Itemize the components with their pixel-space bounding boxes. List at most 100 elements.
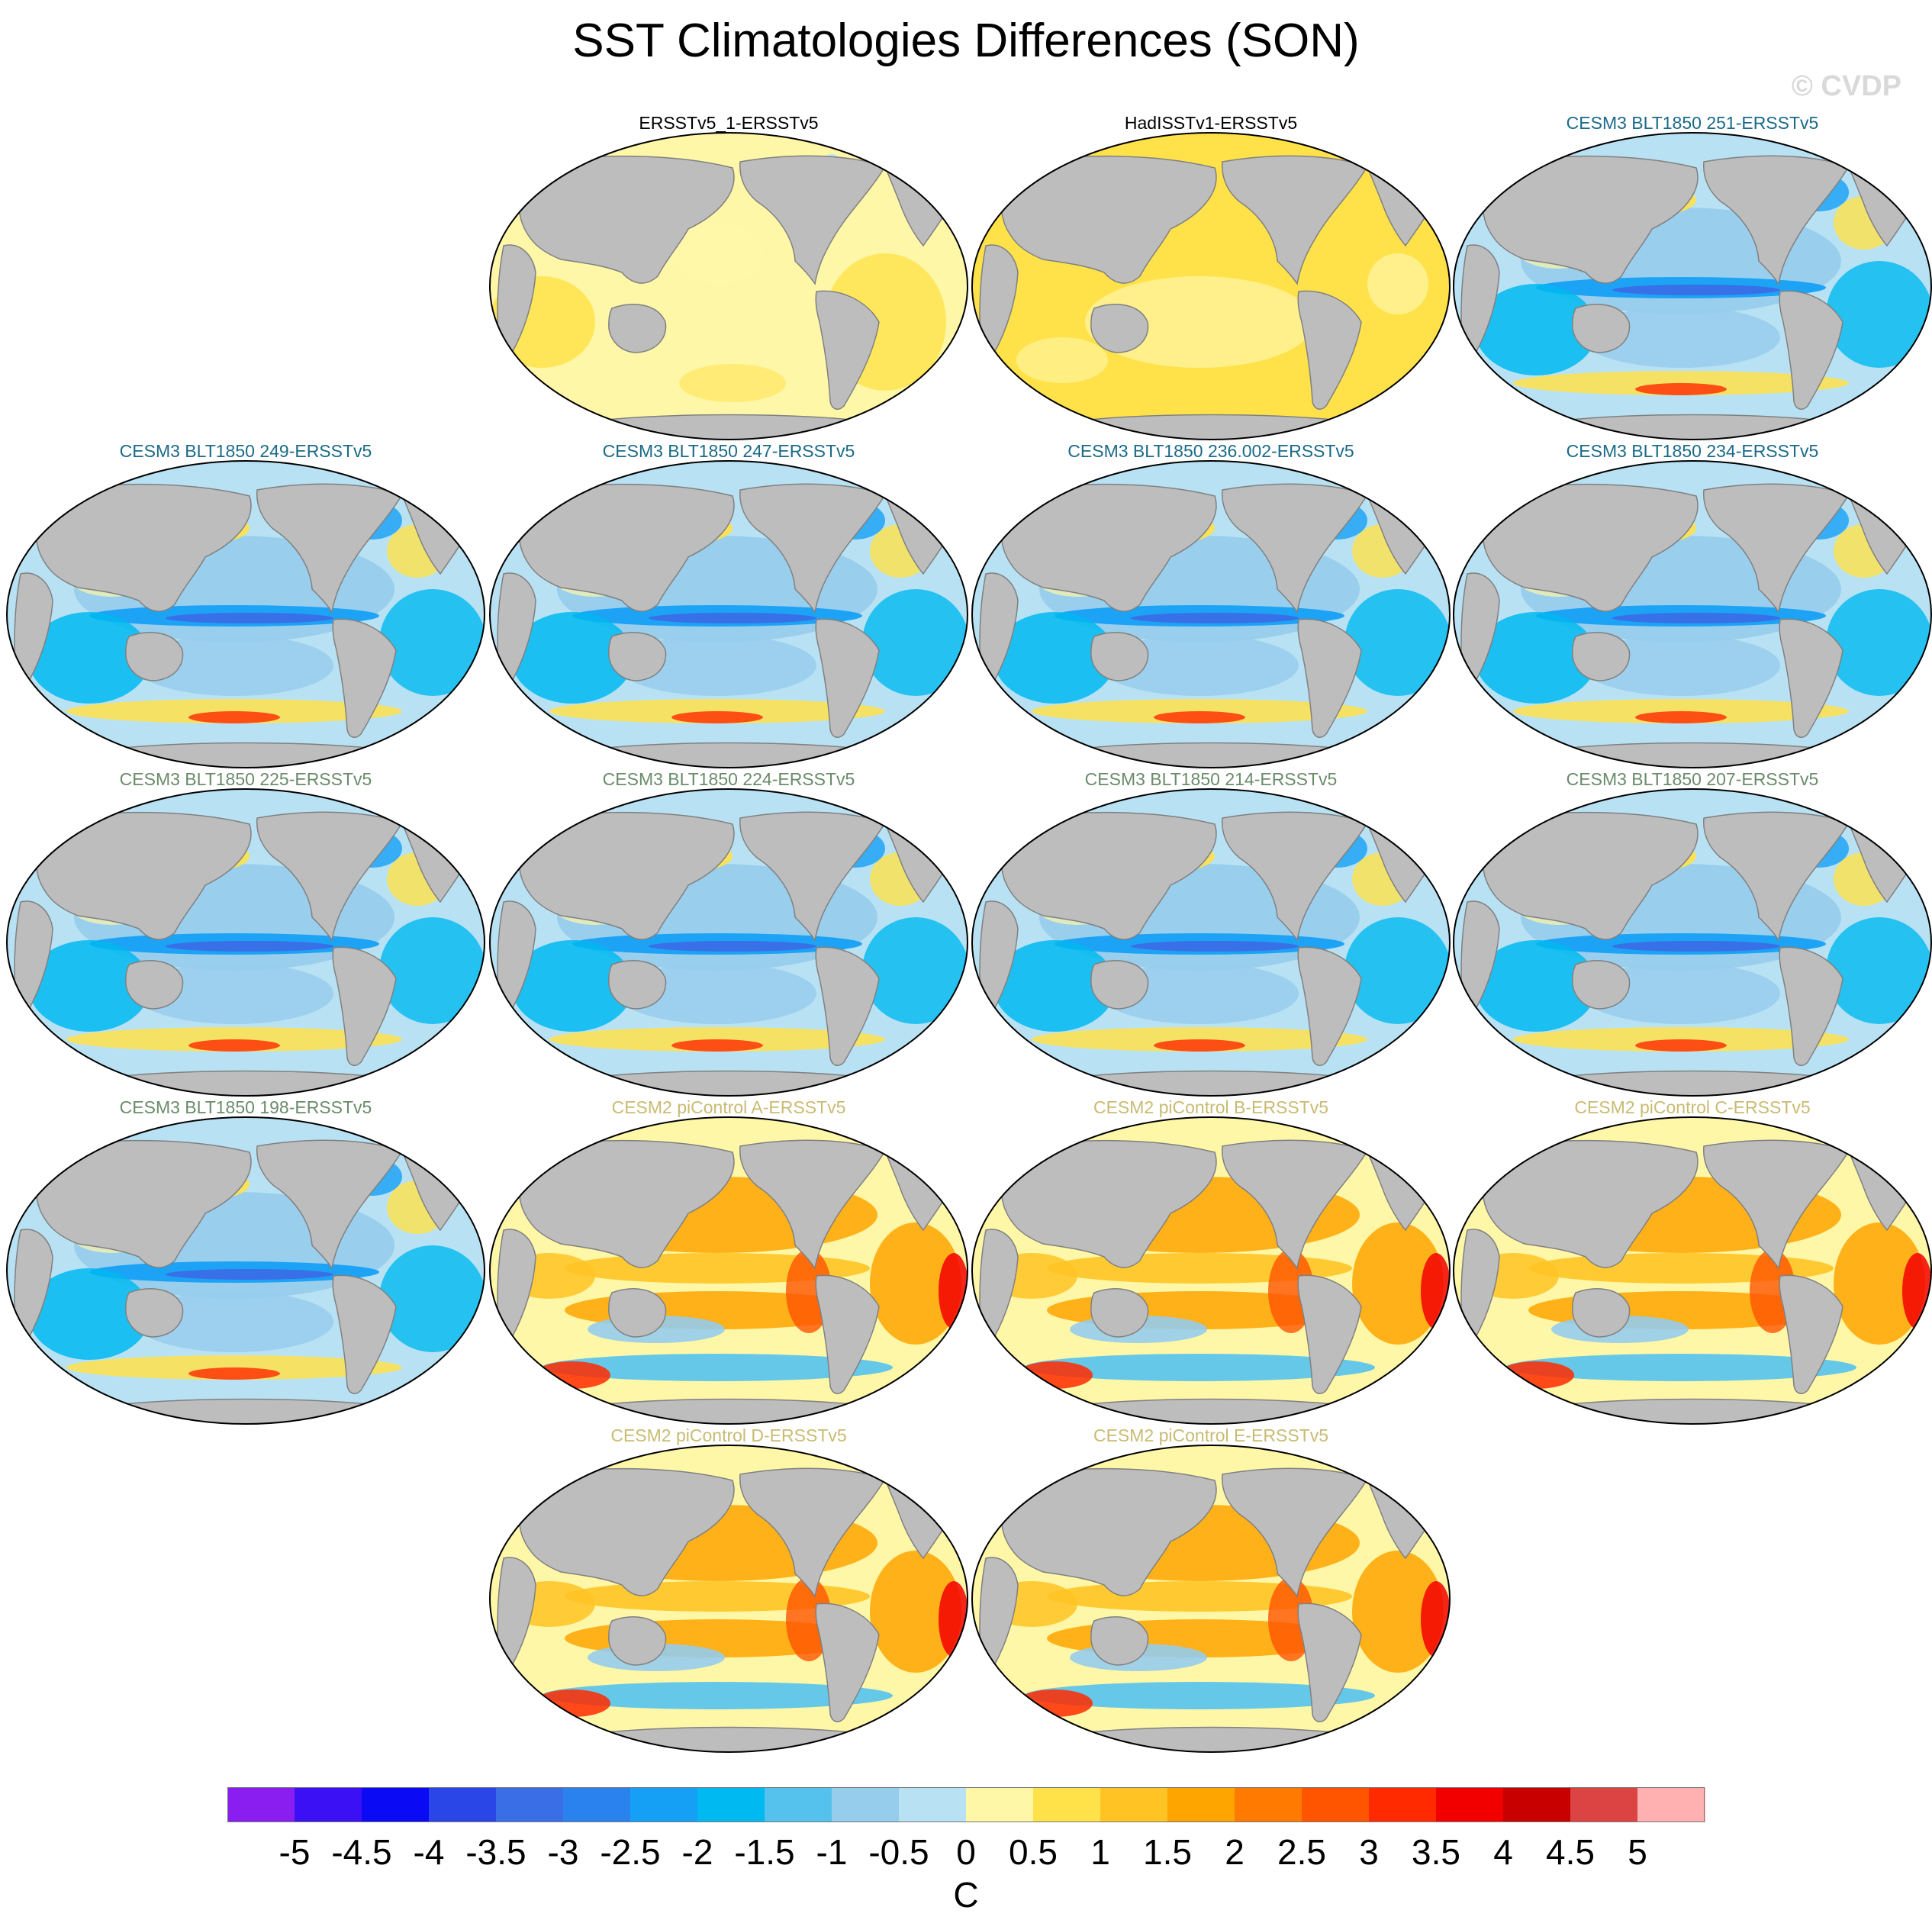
anomaly-region: [534, 1689, 610, 1717]
sst-difference-map: [489, 1445, 968, 1753]
sst-difference-map: [6, 460, 485, 768]
panel-title: CESM3 BLT1850 225-ERSSTv5: [119, 769, 372, 789]
land-australia: [125, 632, 184, 681]
map-panel: CESM3 BLT1850 225-ERSSTv5: [5, 769, 486, 1097]
anomaly-region: [135, 635, 333, 696]
colorbar-tick-label: -0.5: [868, 1832, 929, 1872]
colorbar-swatch: [1100, 1787, 1168, 1822]
anomaly-region: [993, 940, 1116, 1032]
anomaly-region: [1582, 963, 1780, 1024]
anomaly-region: [1475, 940, 1597, 1032]
anomaly-region: [870, 1551, 961, 1673]
anomaly-region: [28, 1268, 150, 1360]
anomaly-region: [1635, 711, 1727, 723]
colorbar-tick-label: -3: [547, 1832, 579, 1872]
colorbar-tick-label: 3: [1359, 1832, 1379, 1872]
anomaly-region: [1024, 1682, 1375, 1709]
anomaly-region: [618, 963, 816, 1024]
land-australia: [608, 632, 667, 681]
map-panel: CESM3 BLT1850 198-ERSSTv5: [5, 1097, 486, 1425]
figure-title: SST Climatologies Differences (SON): [572, 14, 1360, 67]
colorbar-swatch: [765, 1787, 832, 1822]
panel-title: CESM3 BLT1850 251-ERSSTv5: [1566, 113, 1819, 133]
colorbar-tick-label: 4: [1493, 1832, 1513, 1872]
map-outline: [971, 1445, 1451, 1753]
land-antarctica: [578, 414, 880, 440]
land-asia: [35, 811, 252, 940]
anomaly-region: [1635, 383, 1727, 395]
land-samerica: [332, 618, 397, 738]
land-asia: [1000, 811, 1217, 940]
anomaly-region: [188, 711, 280, 723]
land-asia: [1482, 155, 1699, 284]
land-asia: [518, 1139, 735, 1268]
colorbar: [227, 1787, 1705, 1822]
anomaly-region: [993, 612, 1116, 704]
land-samerica: [1779, 618, 1843, 738]
colorbar-tick-label: 5: [1628, 1832, 1647, 1872]
colorbar-swatch: [1235, 1787, 1302, 1822]
map-panel: CESM3 BLT1850 214-ERSSTv5: [971, 769, 1451, 1097]
land-samerica: [815, 1274, 880, 1394]
sst-difference-map: [971, 1445, 1451, 1753]
colorbar-tick-label: 3.5: [1412, 1832, 1460, 1872]
land-asia: [1482, 1139, 1699, 1268]
colorbar-swatch: [630, 1787, 698, 1822]
anomaly-region: [862, 917, 968, 1024]
land-australia: [125, 1288, 184, 1338]
map-outline: [971, 1116, 1451, 1425]
colorbar-swatch: [429, 1787, 497, 1822]
panel-title: CESM2 piControl A-ERSSTv5: [611, 1097, 846, 1117]
colorbar-swatch: [496, 1787, 564, 1822]
map-outline: [1453, 460, 1932, 768]
land-antarctica: [578, 742, 880, 768]
sst-difference-map: [489, 460, 968, 768]
anomaly-region: [1131, 613, 1299, 623]
colorbar-tick-label: 0.5: [1009, 1832, 1058, 1872]
anomaly-region: [1826, 589, 1931, 696]
anomaly-region: [671, 711, 763, 723]
colorbar-swatch: [1570, 1787, 1638, 1822]
colorbar-tick-label: -3.5: [465, 1832, 526, 1872]
map-panel: CESM3 BLT1850 207-ERSSTv5: [1452, 769, 1932, 1097]
land-namerica: [739, 1139, 887, 1270]
anomaly-region: [1131, 941, 1299, 952]
land-samerica: [1297, 618, 1362, 738]
land-antarctica: [1541, 414, 1843, 440]
land-samerica: [1297, 1602, 1362, 1722]
colorbar-swatch: [1302, 1787, 1370, 1822]
land-namerica: [256, 483, 404, 614]
anomaly-region: [1344, 917, 1450, 1024]
land-samerica: [1297, 1274, 1362, 1394]
land-samerica: [815, 1602, 880, 1722]
anomaly-region: [1475, 612, 1597, 704]
land-antarctica: [1060, 1398, 1362, 1424]
land-antarctica: [578, 1070, 880, 1096]
land-namerica: [1222, 483, 1369, 614]
colorbar-tick-label: 2.5: [1277, 1832, 1326, 1872]
land-asia: [35, 483, 252, 612]
land-asia: [1000, 483, 1217, 612]
anomaly-region: [1352, 1222, 1444, 1345]
anomaly-region: [1582, 635, 1780, 696]
colorbar-tick-label: 1.5: [1143, 1832, 1192, 1872]
map-panel: CESM2 piControl C-ERSSTv5: [1452, 1097, 1932, 1425]
anomaly-region: [1016, 1361, 1093, 1389]
map-panel: HadISSTv1-ERSSTv5: [971, 113, 1451, 441]
panel-title: CESM2 piControl B-ERSSTv5: [1093, 1097, 1329, 1117]
anomaly-region: [1505, 1354, 1856, 1381]
map-outline: [6, 460, 485, 768]
land-samerica: [1779, 1274, 1843, 1394]
sst-difference-map: [1453, 1116, 1932, 1425]
panel-title: CESM3 BLT1850 207-ERSSTv5: [1566, 769, 1819, 789]
land-namerica: [1703, 1139, 1850, 1270]
map-outline: [489, 460, 968, 768]
anomaly-region: [1826, 917, 1931, 1024]
anomaly-region: [1902, 1253, 1931, 1329]
sst-difference-map: [971, 788, 1451, 1097]
panel-title: CESM3 BLT1850 224-ERSSTv5: [602, 769, 855, 789]
anomaly-region: [542, 1682, 893, 1709]
land-australia: [608, 960, 667, 1010]
map-panel: ERSSTv5_1-ERSSTv5: [488, 113, 969, 441]
land-australia: [1572, 632, 1631, 681]
